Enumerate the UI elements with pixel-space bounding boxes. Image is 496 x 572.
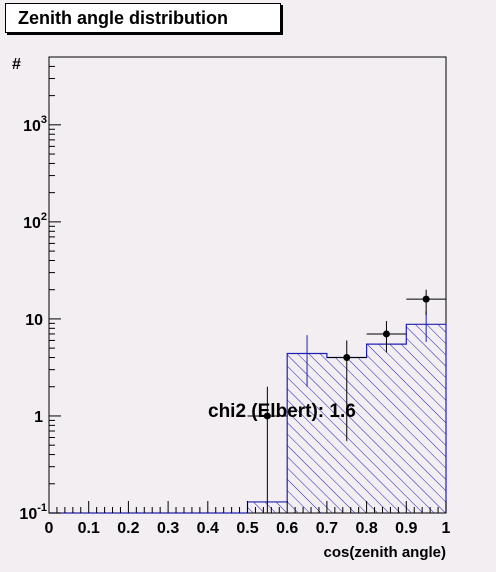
x-tick-label: 0.4 — [197, 520, 219, 537]
x-tick-label: 0.7 — [316, 520, 338, 537]
observed-point — [422, 295, 430, 303]
chi2-annotation: chi2 (Elbert): 1.6 — [208, 401, 356, 422]
y-tick-label: 103 — [23, 114, 47, 135]
x-tick-label: 0.5 — [236, 520, 258, 537]
observed-point — [382, 330, 390, 338]
observed-point — [343, 354, 351, 362]
x-tick-label: 0.8 — [355, 520, 377, 537]
x-tick-label: 0.2 — [117, 520, 139, 537]
hist-bin-fill — [406, 324, 446, 513]
hist-outline — [49, 323, 447, 514]
observed-data — [247, 289, 446, 513]
y-tick-label: 10 — [25, 312, 43, 329]
axes: 0 0.1 0.2 0.3 0.4 0.5 0.6 0.7 0.8 0.9 1 10-1 1 10 102 1… — [19, 56, 451, 537]
observed-point — [263, 412, 271, 420]
x-tick-label: 0.3 — [157, 520, 179, 537]
x-tick-label: 0.1 — [78, 520, 100, 537]
expected-histogram — [49, 311, 447, 514]
y-axis-label: # — [12, 56, 21, 73]
y-tick-label: 1 — [34, 409, 43, 426]
x-tick-label: 0.9 — [395, 520, 417, 537]
hist-bin-fill — [366, 344, 407, 513]
x-tick-label: 0.6 — [276, 520, 298, 537]
chart-title: Zenith angle distribution — [5, 3, 281, 33]
x-tick-label: 0 — [45, 520, 54, 537]
y-tick-label: 102 — [23, 211, 47, 232]
x-tick-label: 1 — [442, 520, 451, 537]
x-axis-label: cos(zenith angle) — [323, 544, 446, 561]
y-tick-label: 10-1 — [19, 502, 47, 523]
